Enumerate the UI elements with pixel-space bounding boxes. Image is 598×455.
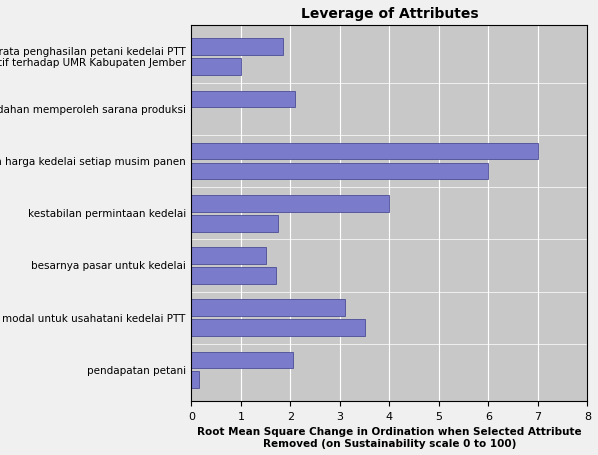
Title: Leverage of Attributes: Leverage of Attributes <box>301 7 478 21</box>
Bar <box>191 248 266 264</box>
Bar <box>191 163 489 180</box>
Bar <box>191 372 199 388</box>
Bar <box>191 39 283 56</box>
Bar <box>191 268 276 284</box>
Bar <box>191 143 538 160</box>
Bar <box>191 59 241 76</box>
Bar <box>191 215 278 232</box>
Bar <box>191 300 345 316</box>
Bar <box>191 91 295 108</box>
Bar <box>191 319 365 336</box>
X-axis label: Root Mean Square Change in Ordination when Selected Attribute
Removed (on Sustai: Root Mean Square Change in Ordination wh… <box>197 426 582 448</box>
Bar <box>191 352 293 369</box>
Bar <box>191 196 389 212</box>
